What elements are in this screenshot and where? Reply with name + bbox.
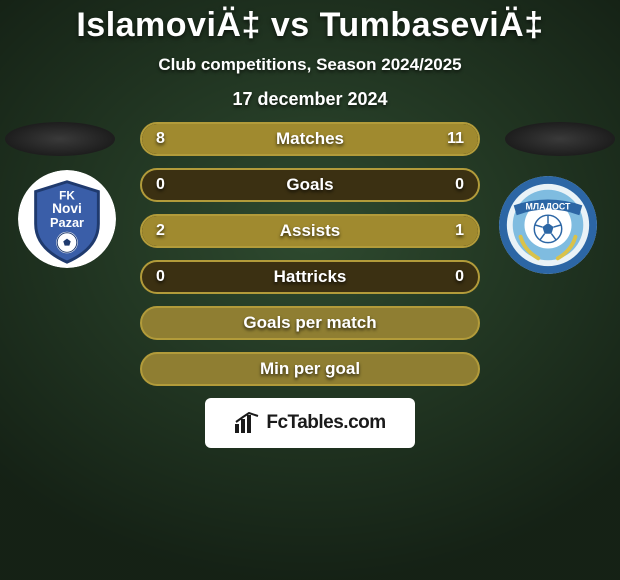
stat-row: 811Matches (140, 122, 480, 156)
svg-text:Novi: Novi (52, 201, 82, 216)
site-name: FcTables.com (266, 412, 385, 434)
comparison-card: IslamoviÄ‡ vs TumbaseviÄ‡ Club competiti… (0, 0, 620, 580)
summary-row: Min per goal (140, 352, 480, 386)
stat-row: 00Goals (140, 168, 480, 202)
subtitle: Club competitions, Season 2024/2025 (0, 55, 620, 75)
site-logo[interactable]: FcTables.com (205, 398, 415, 448)
page-title: IslamoviÄ‡ vs TumbaseviÄ‡ (0, 6, 620, 45)
player-photo-placeholder-right (505, 122, 615, 156)
club-badge-right: МЛАДОСТ (499, 176, 597, 274)
club-badge-left-svg: FK Novi Pazar 1928 (18, 170, 116, 268)
stat-label: Assists (142, 216, 478, 246)
stat-row: 21Assists (140, 214, 480, 248)
club-badge-left: FK Novi Pazar 1928 (18, 170, 116, 268)
stat-label: Goals (142, 170, 478, 200)
player-photo-placeholder-left (5, 122, 115, 156)
stat-label: Matches (142, 124, 478, 154)
stat-row: 00Hattricks (140, 260, 480, 294)
chart-icon (234, 412, 260, 434)
stats-block: 811Matches 00Goals 21Assists 00Hattricks Goa… (140, 122, 480, 448)
club-badge-right-svg: МЛАДОСТ (499, 176, 597, 274)
svg-text:МЛАДОСТ: МЛАДОСТ (526, 201, 571, 211)
svg-text:Pazar: Pazar (50, 215, 84, 230)
stat-label: Hattricks (142, 262, 478, 292)
summary-row: Goals per match (140, 306, 480, 340)
date-label: 17 december 2024 (0, 89, 620, 110)
